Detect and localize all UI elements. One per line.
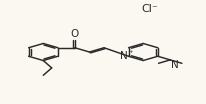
Text: ⁺: ⁺	[128, 50, 133, 58]
Text: N: N	[171, 60, 178, 70]
Text: O: O	[71, 29, 79, 39]
Text: N: N	[120, 51, 128, 61]
Text: Cl⁻: Cl⁻	[141, 4, 158, 14]
